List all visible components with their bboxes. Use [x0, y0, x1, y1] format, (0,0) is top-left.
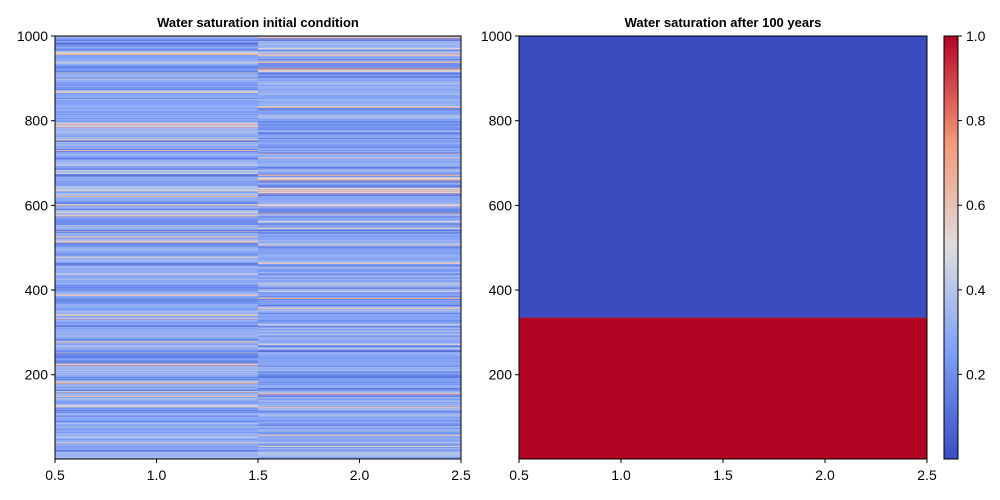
x-axis-initial: 0.5 1.0 1.5 2.0 2.5 — [45, 459, 471, 483]
chart-title-after: Water saturation after 100 years — [625, 15, 822, 30]
panel-initial: Water saturation initial condition 0.5 1.… — [17, 15, 471, 483]
heat-region-1 — [519, 36, 927, 318]
x-tick-label: 2.5 — [917, 467, 937, 483]
heat-region-0 — [519, 317, 927, 459]
y-tick-label: 600 — [489, 197, 513, 213]
y-tick-label: 1000 — [481, 28, 512, 44]
y-tick-label: 200 — [25, 367, 49, 383]
colorbar-tick-label: 0.8 — [966, 113, 986, 129]
x-tick-label: 2.0 — [815, 467, 835, 483]
colorbar-tick-label: 1.0 — [966, 28, 986, 44]
y-tick-label: 400 — [489, 282, 513, 298]
heatmap-initial — [55, 36, 462, 460]
x-tick-label: 1.5 — [248, 467, 268, 483]
y-tick-label: 600 — [25, 197, 49, 213]
y-axis-after: 200 400 600 800 1000 — [481, 28, 519, 383]
x-tick-label: 1.5 — [713, 467, 733, 483]
x-tick-label: 0.5 — [509, 467, 529, 483]
chart-title-initial: Water saturation initial condition — [157, 15, 359, 30]
heatmap-after — [519, 36, 927, 459]
panel-after: Water saturation after 100 years 0.5 1.0 1… — [481, 15, 937, 483]
y-tick-label: 1000 — [17, 28, 48, 44]
x-axis-after: 0.5 1.0 1.5 2.0 2.5 — [509, 459, 937, 483]
colorbar-ticks: 0.2 0.4 0.6 0.8 1.0 — [958, 28, 986, 382]
colorbar: 0.2 0.4 0.6 0.8 1.0 — [943, 28, 986, 460]
x-tick-label: 1.0 — [611, 467, 631, 483]
y-tick-label: 800 — [489, 113, 513, 129]
x-tick-label: 0.5 — [45, 467, 65, 483]
colorbar-tick-label: 0.4 — [966, 282, 986, 298]
y-tick-label: 200 — [489, 367, 513, 383]
colorbar-gradient — [943, 35, 959, 460]
y-axis-initial: 200 400 600 800 1000 — [17, 28, 55, 383]
x-tick-label: 2.0 — [350, 467, 370, 483]
heat-column-0 — [55, 36, 259, 460]
x-tick-label: 2.5 — [451, 467, 471, 483]
y-tick-label: 800 — [25, 113, 49, 129]
colorbar-tick-label: 0.2 — [966, 366, 986, 382]
colorbar-tick-label: 0.6 — [966, 197, 986, 213]
y-tick-label: 400 — [25, 282, 49, 298]
heat-column-1 — [258, 36, 462, 460]
x-tick-label: 1.0 — [147, 467, 167, 483]
